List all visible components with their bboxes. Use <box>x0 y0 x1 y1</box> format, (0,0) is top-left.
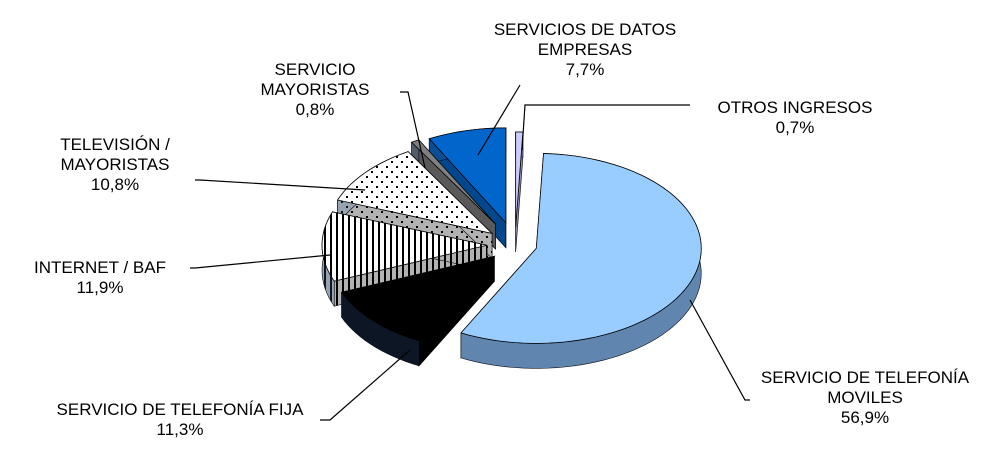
slice <box>321 211 488 282</box>
value-label: 11,9% <box>76 278 124 297</box>
leader-line <box>320 349 411 421</box>
category-name: TELEVISIÓN / MAYORISTAS <box>60 135 170 174</box>
value-label: 0,7% <box>775 118 815 137</box>
value-label: 56,9% <box>840 408 890 427</box>
category-name: OTROS INGRESOS <box>717 98 873 117</box>
leader-line <box>689 299 750 401</box>
slice <box>340 255 496 342</box>
leader-line <box>521 104 690 151</box>
leader-line <box>400 91 426 169</box>
slice <box>428 127 507 224</box>
pie <box>321 127 702 369</box>
category-name: SERVICIO DE TELEFONÍA FIJA <box>56 400 304 419</box>
slice <box>336 151 494 235</box>
data-label: OTROS INGRESOS 0,7% <box>680 98 910 138</box>
value-label: 11,3% <box>156 420 204 439</box>
slice <box>460 153 702 344</box>
data-label: TELEVISIÓN / MAYORISTAS 10,8% <box>30 135 200 195</box>
leader-lines <box>190 84 750 421</box>
leader-line <box>190 254 331 269</box>
value-label: 10,8% <box>90 175 140 194</box>
data-label: SERVICIOS DE DATOS EMPRESAS 7,7% <box>475 20 695 80</box>
data-label: SERVICIO MAYORISTAS 0,8% <box>235 60 395 120</box>
data-label: SERVICIO DE TELEFONÍA FIJA 11,3% <box>30 400 330 440</box>
slice-shade <box>460 153 702 369</box>
category-name: SERVICIO MAYORISTAS <box>260 60 370 99</box>
data-label: INTERNET / BAF 11,9% <box>0 258 200 298</box>
leader-line <box>195 179 366 191</box>
data-label: SERVICIO DE TELEFONÍA MOVILES 56,9% <box>750 368 980 428</box>
slice-shade <box>515 132 523 253</box>
leader-line <box>477 84 521 156</box>
value-label: 7,7% <box>565 60 605 79</box>
slice-shade <box>341 292 420 366</box>
value-label: 0,8% <box>295 100 335 119</box>
slice <box>515 131 524 228</box>
category-name: SERVICIO DE TELEFONÍA MOVILES <box>760 368 970 407</box>
category-name: INTERNET / BAF <box>34 258 166 277</box>
category-name: SERVICIOS DE DATOS EMPRESAS <box>493 20 677 59</box>
slice <box>410 139 496 225</box>
